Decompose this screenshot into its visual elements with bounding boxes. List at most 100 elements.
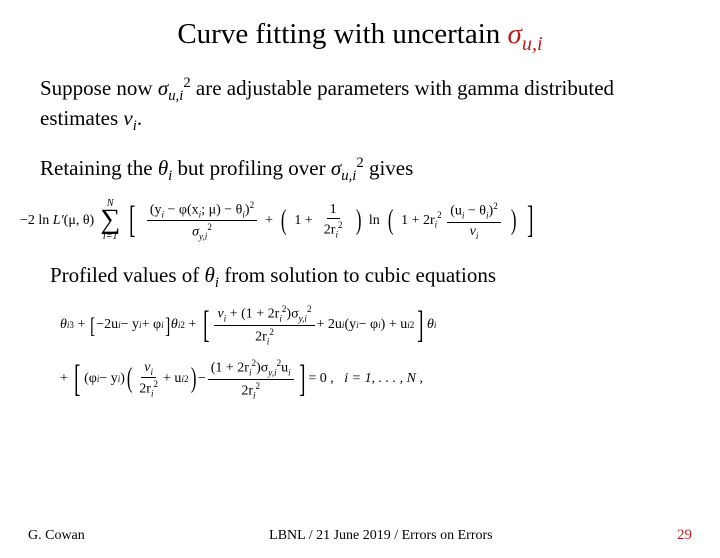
p2-sup2: 2 <box>356 155 363 171</box>
paragraph-1: Suppose now σu,i2 are adjustable paramet… <box>40 74 680 136</box>
eq1-term1-num: (yi − φ(xi; μ) − θi)2 <box>147 200 257 221</box>
t3sup: 2 <box>437 210 442 220</box>
eq1-term2-frac: 1 2ri2 <box>321 202 346 240</box>
e2c3f1da: 2r <box>139 382 151 397</box>
e2c3f2na: (1 + 2r <box>211 361 249 376</box>
e2c2tb: (y <box>344 317 356 333</box>
e2c3f2d: 2ri2 <box>238 380 263 400</box>
t1ds: y,i <box>199 232 207 242</box>
e2c2da: 2r <box>255 330 267 345</box>
e2c2td: ) + u <box>381 317 408 333</box>
sum-bot: i=1 <box>103 232 118 242</box>
e2c2d: 2ri2 <box>252 326 277 346</box>
e2c3f2nb: )σ <box>256 361 268 376</box>
e2-lb2: [ <box>203 318 209 333</box>
e2c2nc: )σ <box>286 307 298 322</box>
footer: G. Cowan LBNL / 21 June 2019 / Errors on… <box>0 527 720 544</box>
e2-th3: θ <box>427 317 434 333</box>
p1-v: v <box>123 106 132 130</box>
p2-sigma: σ <box>331 156 341 180</box>
e2-rb3: ] <box>299 372 305 387</box>
e2-s3: 3 <box>69 320 74 330</box>
e2c3f2ns: y,i <box>268 368 276 378</box>
t1ns: 2 <box>250 200 255 210</box>
t2fda: 2r <box>324 223 336 238</box>
t1nc: ; μ) − θ <box>201 202 242 217</box>
p1-sub1: u,i <box>168 88 183 104</box>
t3fns: 2 <box>493 201 498 211</box>
eq1-ln: ln <box>369 213 380 229</box>
e2c3m: − <box>198 371 206 387</box>
t1na: (y <box>150 202 162 217</box>
e2-rb1: ] <box>165 319 170 332</box>
eq1-pre: −2 ln <box>20 213 53 228</box>
t2fd: 2ri2 <box>321 219 346 239</box>
eq1-term1: (yi − φ(xi; μ) − θi)2 σy,i2 <box>147 200 257 242</box>
e2c3f2n: (1 + 2ri2)σy,i2ui <box>208 358 294 379</box>
eq1-L: L′ <box>53 213 64 228</box>
rparen-2: ) <box>355 214 361 228</box>
p2-theta: θ <box>158 156 168 180</box>
sum-sigma: ∑ <box>100 209 120 231</box>
e2-c3f2: (1 + 2ri2)σy,i2ui 2ri2 <box>208 358 294 400</box>
t3fd: vi <box>467 223 482 241</box>
eq2-row2: + [ (φi − yi) ( vi 2ri2 + ui2 ) − (1 + 2… <box>60 358 690 400</box>
t1da: σ <box>192 225 199 240</box>
p2-t1: Retaining the <box>40 156 158 180</box>
t3pre: 1 + 2r <box>401 213 435 228</box>
e2-c3f1: vi 2ri2 <box>136 360 161 399</box>
eq1-args: (μ, θ) <box>64 213 95 228</box>
e2range: i = 1, . . . , N , <box>344 371 423 387</box>
e2-rb2: ] <box>417 318 423 333</box>
eq1-term3-frac: (ui − θi)2 vi <box>447 201 501 240</box>
page-title: Curve fitting with uncertain σu,i <box>0 18 720 56</box>
e2c2n: vi + (1 + 2ri2)σy,i2 <box>214 304 314 325</box>
lparen-2: ( <box>281 214 287 228</box>
t3fn: (ui − θi)2 <box>447 201 501 222</box>
eq1-term1-den: σy,i2 <box>189 221 215 241</box>
p3-t1: Profiled values of <box>50 263 205 287</box>
e2c2ns: y,i <box>299 314 307 324</box>
e2c2ta: + 2u <box>317 317 342 333</box>
e2c1a: −2u <box>96 317 118 333</box>
p2-t2: but profiling over <box>172 156 331 180</box>
p1-sigma: σ <box>158 76 168 100</box>
e2c3fp: + u <box>163 371 181 387</box>
e2c3a: (φ <box>84 371 97 387</box>
t3fna: (u <box>450 204 462 219</box>
e2c3f1n: vi <box>141 360 156 379</box>
rbracket-1: ] <box>527 213 533 228</box>
e2c3c: ) <box>120 371 125 387</box>
e2c3b: − y <box>99 371 117 387</box>
e2c2nb: + (1 + 2r <box>226 307 279 322</box>
t1nb: − φ(x <box>164 202 199 217</box>
footer-author: G. Cowan <box>28 528 85 544</box>
e2c2tc: − φ <box>359 317 378 333</box>
equation-2: θi3 + [−2ui − yi + φi] θi2 + [ vi + (1 +… <box>60 304 690 400</box>
e2-lb3: [ <box>75 372 81 387</box>
t2fds: 2 <box>338 220 343 230</box>
eq1-term3: 1 + 2ri2 (ui − θi)2 vi <box>401 201 503 240</box>
title-text: Curve fitting with uncertain <box>177 18 507 50</box>
e2c3f2da: 2r <box>241 383 253 398</box>
rparen-3: ) <box>511 214 517 228</box>
t2pre: 1 + <box>294 213 312 229</box>
paragraph-3: Profiled values of θi from solution to c… <box>50 262 680 293</box>
p1-sup1: 2 <box>183 75 190 91</box>
p1-t1: Suppose now <box>40 76 158 100</box>
page-number: 29 <box>677 527 692 544</box>
equation-1: −2 ln L′(μ, θ) N ∑ i=1 [ (yi − φ(xi; μ) … <box>20 199 700 241</box>
p3-theta: θ <box>205 263 215 287</box>
e2-s2: 2 <box>180 320 185 330</box>
lparen-3: ( <box>388 214 394 228</box>
footer-venue: LBNL / 21 June 2019 / Errors on Errors <box>269 528 492 544</box>
p2-t3: gives <box>364 156 414 180</box>
eq1-lhs: −2 ln L′(μ, θ) <box>20 213 94 229</box>
t2fn: 1 <box>327 202 340 219</box>
sum-symbol: N ∑ i=1 <box>100 199 120 241</box>
e2-c2frac: vi + (1 + 2ri2)σy,i2 2ri2 <box>214 304 314 346</box>
paragraph-2: Retaining the θi but profiling over σu,i… <box>40 154 680 186</box>
t3fnb: − θ <box>464 204 486 219</box>
eq1-plus1: + <box>265 213 273 229</box>
e2-lp3: ( <box>127 372 133 386</box>
